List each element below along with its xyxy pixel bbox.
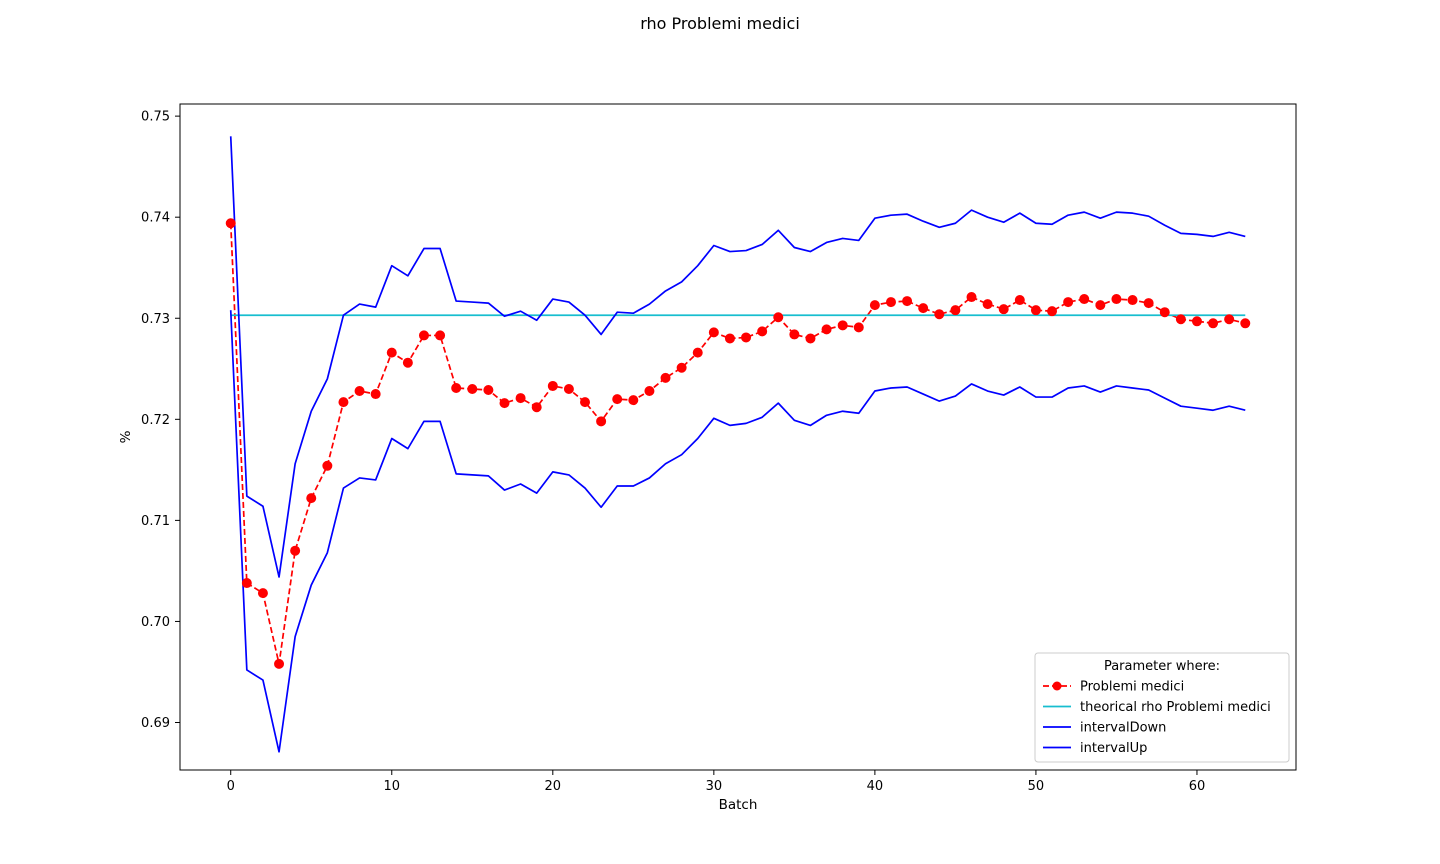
data-point <box>725 334 734 343</box>
data-point <box>983 300 992 309</box>
legend-item-label: theorical rho Problemi medici <box>1080 700 1271 715</box>
data-point <box>468 385 477 394</box>
data-point <box>452 383 461 392</box>
data-point <box>484 386 493 395</box>
data-point <box>951 306 960 315</box>
legend-marker <box>1053 682 1062 691</box>
data-point <box>758 327 767 336</box>
y-tick-label: 0.75 <box>141 110 170 125</box>
data-point <box>403 358 412 367</box>
data-point <box>1176 315 1185 324</box>
data-point <box>870 301 879 310</box>
x-tick-label: 50 <box>1028 779 1045 794</box>
data-point <box>548 381 557 390</box>
data-point <box>1209 319 1218 328</box>
x-tick-label: 0 <box>227 779 235 794</box>
data-point <box>275 659 284 668</box>
x-tick-label: 30 <box>706 779 723 794</box>
data-point <box>903 297 912 306</box>
y-axis-ticks: 0.69 0.70 0.71 0.72 0.73 0.74 0.75 <box>141 110 180 731</box>
data-point <box>339 398 348 407</box>
data-point <box>500 399 509 408</box>
y-tick-label: 0.74 <box>141 211 170 226</box>
data-point <box>323 461 332 470</box>
legend-title: Parameter where: <box>1104 659 1220 674</box>
data-point <box>709 328 718 337</box>
data-point <box>1031 306 1040 315</box>
y-tick-label: 0.69 <box>141 716 170 731</box>
data-point <box>581 398 590 407</box>
data-point <box>693 348 702 357</box>
data-point <box>661 373 670 382</box>
legend: Parameter where: Problemi medici theorical… <box>1035 653 1289 762</box>
data-point <box>967 293 976 302</box>
data-point <box>387 348 396 357</box>
y-tick-label: 0.70 <box>141 615 170 630</box>
data-point <box>677 363 686 372</box>
data-point <box>307 494 316 503</box>
data-point <box>1241 319 1250 328</box>
data-point <box>1048 307 1057 316</box>
data-point <box>822 325 831 334</box>
data-point <box>226 219 235 228</box>
y-tick-label: 0.73 <box>141 312 170 327</box>
x-tick-label: 40 <box>867 779 884 794</box>
data-point <box>1112 295 1121 304</box>
data-point <box>258 589 267 598</box>
data-point <box>806 334 815 343</box>
data-point <box>355 387 364 396</box>
data-point <box>1192 317 1201 326</box>
data-point <box>242 579 251 588</box>
data-point <box>613 395 622 404</box>
data-point <box>371 390 380 399</box>
data-point <box>436 331 445 340</box>
data-point <box>742 333 751 342</box>
y-axis-label: % <box>118 430 134 443</box>
x-tick-label: 60 <box>1189 779 1206 794</box>
data-point <box>919 304 928 313</box>
data-point <box>564 385 573 394</box>
data-point <box>999 305 1008 314</box>
x-tick-label: 20 <box>545 779 562 794</box>
data-point <box>532 403 541 412</box>
data-point <box>886 298 895 307</box>
y-tick-label: 0.72 <box>141 413 170 428</box>
data-point <box>1015 296 1024 305</box>
data-point <box>291 546 300 555</box>
chart-title: rho Problemi medici <box>640 14 800 33</box>
legend-item-label: intervalDown <box>1080 721 1166 736</box>
data-point <box>1080 295 1089 304</box>
data-point <box>1128 296 1137 305</box>
data-point <box>1144 299 1153 308</box>
x-tick-label: 10 <box>383 779 400 794</box>
data-point <box>935 310 944 319</box>
data-point <box>1225 315 1234 324</box>
legend-item-label: intervalUp <box>1080 741 1147 756</box>
data-point <box>1160 308 1169 317</box>
data-point <box>1096 301 1105 310</box>
legend-item-label: Problemi medici <box>1080 680 1184 695</box>
data-point <box>774 313 783 322</box>
data-point <box>597 417 606 426</box>
y-tick-label: 0.71 <box>141 514 170 529</box>
data-point <box>629 396 638 405</box>
data-point <box>838 321 847 330</box>
series-line-3 <box>231 136 1246 577</box>
data-point <box>854 323 863 332</box>
data-point <box>645 387 654 396</box>
data-point <box>790 330 799 339</box>
data-point <box>516 394 525 403</box>
x-axis-ticks: 0 10 20 30 40 50 60 <box>227 770 1206 794</box>
data-point <box>419 331 428 340</box>
data-point <box>1064 298 1073 307</box>
x-axis-label: Batch <box>719 797 758 813</box>
